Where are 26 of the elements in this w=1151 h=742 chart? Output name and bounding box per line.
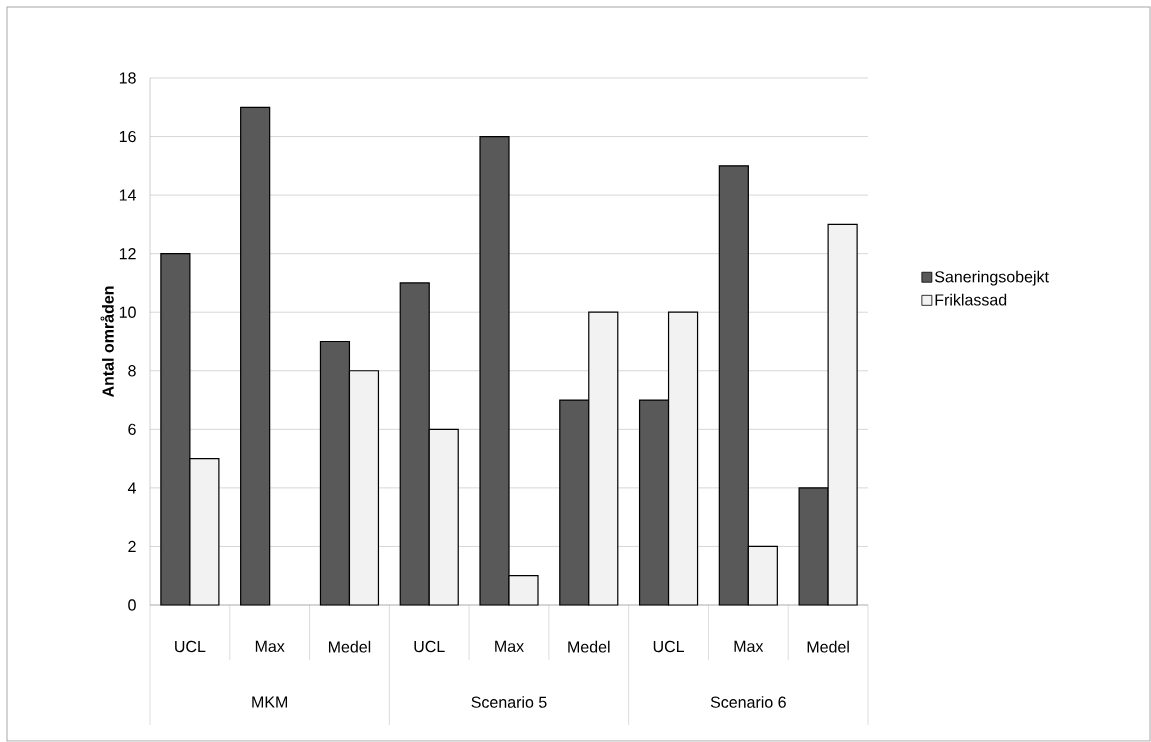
text: Scenario 5 — [471, 696, 547, 708]
text: Scenario 6 — [710, 696, 786, 708]
legend-label: Friklassad — [935, 293, 1007, 306]
y-tick-label: 0 — [128, 599, 136, 611]
y-tick-label: 10 — [119, 306, 136, 318]
x-tick-label: Medel — [807, 640, 849, 653]
bar — [240, 106, 271, 606]
y-tick-label: 6 — [128, 423, 136, 435]
x-tick-label: UCL — [175, 640, 206, 653]
y-tick-label: 12 — [119, 248, 136, 260]
x-tick-label: Max — [734, 640, 764, 652]
x-tick-label: Medel — [568, 640, 610, 653]
y-tick-label: 2 — [128, 540, 136, 553]
x-tick-label: Max — [495, 640, 524, 652]
y-tick-label: 14 — [119, 189, 136, 201]
x-tick-label: UCL — [653, 640, 685, 653]
x-tick-label: UCL — [414, 640, 445, 653]
y-axis-title: Antal områden — [100, 286, 114, 398]
y-tick-label: 16 — [119, 130, 136, 143]
text: MKM — [252, 696, 288, 708]
y-tick-label: 18 — [119, 72, 136, 84]
x-tick-label: Max — [255, 640, 285, 652]
x-tick-label: Medel — [328, 640, 371, 653]
legend-label: Saneringsobejkt — [934, 270, 1049, 286]
y-tick-label: 8 — [128, 365, 136, 377]
y-tick-label: 4 — [127, 482, 136, 494]
